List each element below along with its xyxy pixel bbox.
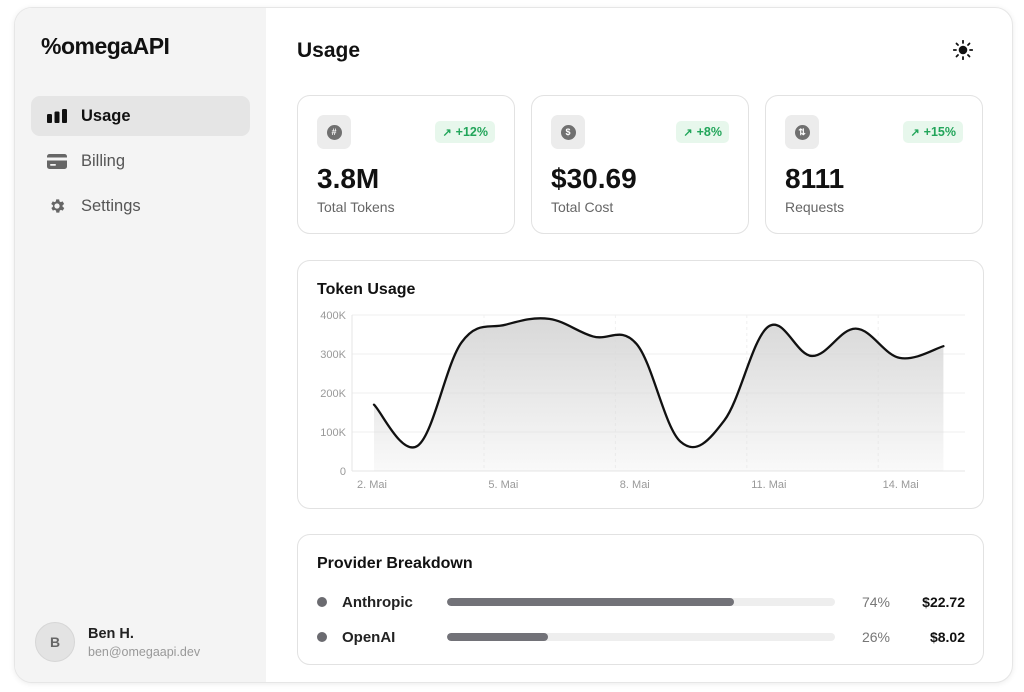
user-info: Ben H. ben@omegaapi.dev — [88, 626, 200, 659]
sidebar: %omegaAPI Usage Billing — [15, 8, 266, 682]
bar-chart-icon — [46, 106, 68, 126]
stat-card-requests: ⇅ ↗ +15% 8111 Requests — [765, 95, 983, 234]
trend-badge: ↗ +12% — [435, 121, 495, 143]
theme-toggle-button[interactable] — [949, 38, 977, 66]
y-tick-label: 200K — [320, 388, 346, 400]
provider-dot — [317, 597, 327, 607]
provider-cost: $8.02 — [929, 629, 965, 645]
provider-share-bar — [447, 633, 835, 641]
x-tick-label: 5. Mai — [488, 479, 518, 491]
provider-name: Anthropic — [342, 593, 413, 611]
chart-title: Token Usage — [317, 281, 416, 298]
provider-share-fill — [447, 633, 548, 641]
sidebar-item-label: Usage — [81, 106, 131, 125]
provider-percent: 74% — [861, 594, 890, 610]
y-tick-label: 100K — [320, 427, 346, 439]
y-tick-label: 400K — [320, 310, 346, 322]
provider-row-openai: OpenAI 26% $8.02 — [317, 626, 965, 648]
stat-label: Total Tokens — [317, 199, 395, 215]
trend-badge: ↗ +8% — [676, 121, 729, 143]
stat-card-cost: $ ↗ +8% $30.69 Total Cost — [531, 95, 749, 234]
stat-card-tokens: # ↗ +12% 3.8M Total Tokens — [297, 95, 515, 234]
stat-value: $30.69 — [551, 163, 637, 194]
sun-icon — [952, 39, 974, 65]
sidebar-item-label: Settings — [81, 196, 141, 215]
arrow-up-right-icon: ↗ — [683, 126, 693, 139]
y-tick-label: 0 — [340, 466, 346, 478]
x-tick-label: 14. Mai — [883, 479, 919, 491]
provider-share-fill — [447, 598, 735, 606]
page-title: Usage — [297, 39, 361, 62]
app-window: %omegaAPI Usage Billing — [14, 7, 1013, 683]
gear-icon — [46, 196, 68, 216]
sidebar-item-billing[interactable]: Billing — [31, 141, 250, 181]
x-tick-label: 11. Mai — [751, 479, 786, 491]
provider-cost: $22.72 — [922, 594, 965, 610]
stat-value: 8111 — [785, 163, 845, 194]
sidebar-item-usage[interactable]: Usage — [31, 96, 250, 136]
token-usage-line — [372, 317, 945, 449]
provider-breakdown-title: Provider Breakdown — [317, 555, 473, 572]
stat-value: 3.8M — [317, 163, 380, 194]
stat-label: Total Cost — [551, 199, 614, 215]
provider-row-anthropic: Anthropic 74% $22.72 — [317, 591, 965, 613]
user-name: Ben H. — [88, 625, 134, 642]
provider-share-bar — [447, 598, 835, 606]
arrow-up-right-icon: ↗ — [442, 126, 452, 139]
provider-dot — [317, 632, 327, 642]
y-tick-label: 300K — [320, 349, 346, 361]
credit-card-icon — [46, 151, 68, 171]
hash-icon: # — [317, 115, 351, 149]
provider-name: OpenAI — [342, 628, 396, 646]
arrow-up-right-icon: ↗ — [910, 126, 920, 139]
main-content: Usage # ↗ +12% 3.8M Total Tokens — [266, 8, 1012, 682]
provider-percent: 26% — [861, 629, 890, 645]
stat-label: Requests — [785, 199, 845, 215]
sidebar-item-settings[interactable]: Settings — [31, 186, 250, 226]
sidebar-item-label: Billing — [81, 151, 126, 170]
token-usage-area — [374, 318, 944, 471]
x-tick-label: 8. Mai — [620, 479, 650, 491]
brand-logo: %omegaAPI — [41, 33, 170, 59]
token-usage-chart: 0 100K 200K 300K 400K 2. Mai 5. Mai 8. Mai 11. M… — [320, 310, 965, 491]
user-email: ben@omegaapi.dev — [88, 644, 201, 659]
provider-breakdown-card: Provider Breakdown Anthropic 74% $22.72 … — [297, 534, 984, 665]
x-tick-label: 2. Mai — [357, 479, 387, 491]
swap-icon: ⇅ — [785, 115, 819, 149]
avatar: B — [35, 622, 75, 662]
user-profile[interactable]: B Ben H. ben@omegaapi.dev — [35, 622, 200, 662]
token-usage-card: Token Usage 0 100K 200K 300K 400K 2. Mai 5. Ma… — [297, 260, 984, 509]
trend-badge: ↗ +15% — [903, 121, 963, 143]
dollar-icon: $ — [551, 115, 585, 149]
